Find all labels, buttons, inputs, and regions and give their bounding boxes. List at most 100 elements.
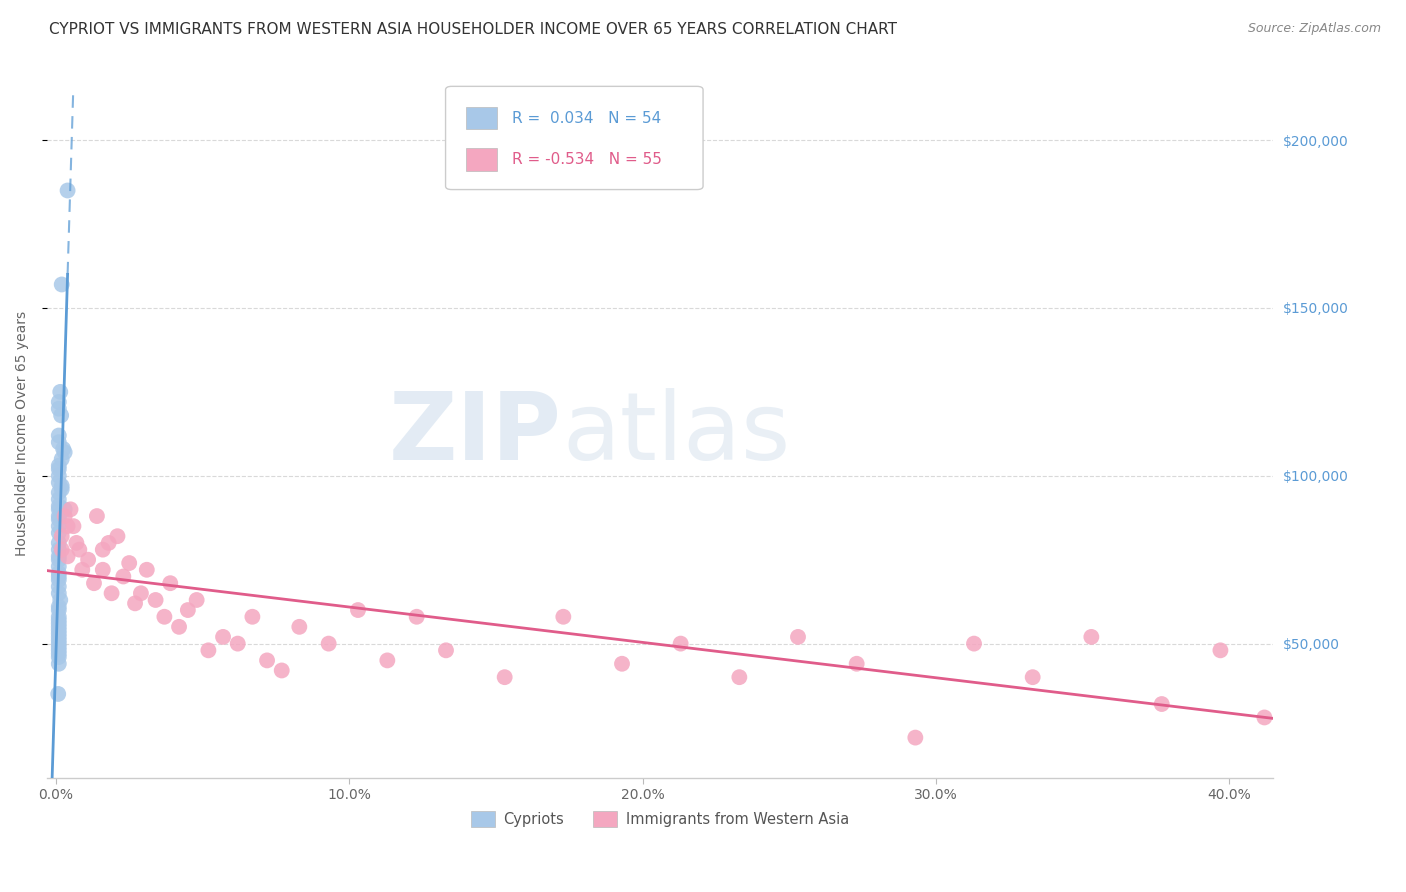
- Point: [48, 569, 70, 583]
- Point: [72, 563, 94, 577]
- Point: [48, 580, 70, 594]
- Point: [48, 502, 70, 516]
- Text: R =  0.034   N = 54: R = 0.034 N = 54: [512, 111, 661, 126]
- Point: [48, 549, 70, 564]
- Point: [46, 687, 69, 701]
- Point: [124, 596, 146, 610]
- Point: [48, 623, 70, 637]
- Point: [1021, 670, 1043, 684]
- Point: [49, 593, 72, 607]
- Point: [91, 542, 114, 557]
- Point: [1080, 630, 1102, 644]
- Point: [51, 452, 73, 467]
- Point: [48, 650, 70, 665]
- Point: [48, 428, 70, 442]
- Point: [48, 499, 70, 513]
- Point: [118, 556, 141, 570]
- Point: [51, 542, 73, 557]
- Point: [51, 479, 73, 493]
- Point: [405, 609, 427, 624]
- Point: [375, 653, 398, 667]
- Point: [100, 586, 122, 600]
- Text: R = -0.534   N = 55: R = -0.534 N = 55: [512, 152, 662, 167]
- Text: Source: ZipAtlas.com: Source: ZipAtlas.com: [1247, 22, 1381, 36]
- Point: [48, 566, 70, 581]
- Point: [48, 468, 70, 483]
- Point: [53, 509, 76, 524]
- Point: [48, 542, 70, 557]
- Point: [48, 552, 70, 566]
- Point: [48, 637, 70, 651]
- Point: [318, 637, 340, 651]
- Point: [51, 277, 73, 292]
- Point: [434, 643, 457, 657]
- Point: [135, 563, 157, 577]
- Point: [553, 609, 575, 624]
- Point: [256, 653, 278, 667]
- Bar: [467, 148, 498, 170]
- Point: [48, 525, 70, 540]
- Point: [197, 643, 219, 657]
- Point: [48, 657, 70, 671]
- Text: ZIP: ZIP: [389, 388, 562, 480]
- Point: [610, 657, 633, 671]
- Point: [226, 637, 249, 651]
- Point: [288, 620, 311, 634]
- Point: [48, 435, 70, 450]
- Point: [48, 509, 70, 524]
- Point: [48, 626, 70, 640]
- Point: [56, 519, 79, 533]
- Point: [270, 664, 292, 678]
- Point: [48, 485, 70, 500]
- Point: [186, 593, 208, 607]
- Point: [97, 536, 120, 550]
- Point: [52, 442, 75, 456]
- Point: [51, 482, 73, 496]
- Point: [107, 529, 129, 543]
- Legend: Cypriots, Immigrants from Western Asia: Cypriots, Immigrants from Western Asia: [465, 805, 855, 832]
- Point: [845, 657, 868, 671]
- Point: [48, 613, 70, 627]
- Bar: [467, 107, 498, 129]
- Point: [48, 643, 70, 657]
- Point: [48, 620, 70, 634]
- Point: [48, 640, 70, 654]
- Point: [48, 512, 70, 526]
- Point: [963, 637, 986, 651]
- Point: [48, 401, 70, 416]
- Point: [1253, 710, 1275, 724]
- Point: [728, 670, 751, 684]
- Point: [56, 184, 79, 198]
- Text: atlas: atlas: [562, 388, 790, 480]
- Point: [159, 576, 181, 591]
- Point: [48, 536, 70, 550]
- Point: [177, 603, 200, 617]
- Point: [51, 529, 73, 543]
- Point: [86, 509, 108, 524]
- Point: [48, 395, 70, 409]
- Point: [153, 609, 176, 624]
- Point: [91, 563, 114, 577]
- Point: [129, 586, 152, 600]
- Point: [48, 647, 70, 661]
- Point: [48, 630, 70, 644]
- Point: [53, 445, 76, 459]
- Point: [48, 573, 70, 587]
- Point: [494, 670, 516, 684]
- Point: [48, 599, 70, 614]
- Point: [48, 475, 70, 490]
- Point: [112, 569, 135, 583]
- Point: [48, 616, 70, 631]
- FancyBboxPatch shape: [446, 87, 703, 190]
- Point: [787, 630, 810, 644]
- Point: [83, 576, 105, 591]
- Point: [669, 637, 692, 651]
- Y-axis label: Householder Income Over 65 years: Householder Income Over 65 years: [15, 311, 30, 557]
- Point: [904, 731, 927, 745]
- Point: [48, 633, 70, 648]
- Text: CYPRIOT VS IMMIGRANTS FROM WESTERN ASIA HOUSEHOLDER INCOME OVER 65 YEARS CORRELA: CYPRIOT VS IMMIGRANTS FROM WESTERN ASIA …: [49, 22, 897, 37]
- Point: [48, 492, 70, 507]
- Point: [48, 586, 70, 600]
- Point: [59, 502, 82, 516]
- Point: [67, 542, 90, 557]
